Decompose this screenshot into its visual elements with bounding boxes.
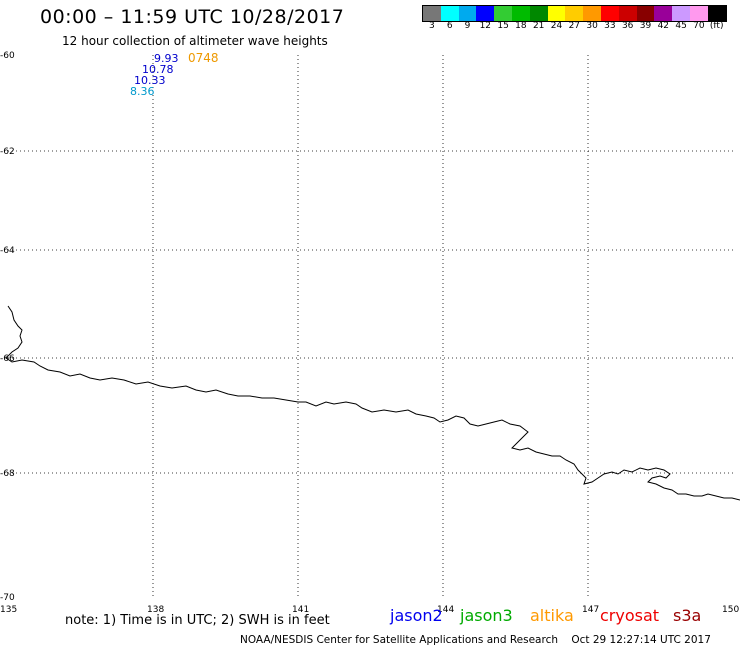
satellite-legend-s3a: s3a	[673, 606, 702, 625]
legend-swatch	[494, 6, 512, 21]
latitude-tick-label: -68	[0, 469, 15, 479]
legend-swatch	[458, 6, 477, 21]
wave-height-value: 8.36	[130, 85, 155, 98]
legend-swatch	[529, 6, 548, 21]
legend-swatch	[636, 6, 655, 21]
legend-swatch	[672, 6, 690, 21]
satellite-legend-cryosat: cryosat	[600, 606, 660, 625]
wave-height-value: 10.33	[134, 74, 166, 87]
legend-label: 36	[621, 21, 634, 31]
legend-swatch	[618, 6, 637, 21]
satellite-legend-jason2: jason2	[390, 606, 443, 625]
legend-label: 70	[693, 21, 705, 31]
longitude-tick-label: 141	[292, 605, 309, 615]
legend-label: 3	[429, 21, 435, 31]
latitude-tick-label: -62	[0, 147, 15, 157]
longitude-tick-label: 138	[147, 605, 164, 615]
longitude-tick-label: 150	[722, 605, 739, 615]
legend-label: 39	[639, 21, 652, 31]
latitude-tick-label: -70	[0, 593, 15, 603]
legend-label: 15	[497, 21, 509, 31]
color-scale-labels: 3 6 9 12 15 18 21 24 27 30 33 36 39 42 45 70 (ft)	[422, 21, 732, 35]
legend-label: 27	[568, 21, 581, 31]
legend-swatch	[654, 6, 673, 21]
legend-swatch	[565, 6, 584, 21]
color-scale-legend	[422, 5, 727, 22]
antarctic-coastline	[5, 305, 740, 501]
credit-line: NOAA/NESDIS Center for Satellite Applica…	[240, 634, 711, 646]
legend-label: (ft)	[709, 21, 724, 31]
legend-label: 6	[446, 21, 453, 31]
satellite-legend-jason3: jason3	[460, 606, 513, 625]
legend-swatch	[476, 6, 495, 21]
latitude-tick-label: -60	[0, 51, 15, 61]
legend-label: 45	[675, 21, 687, 31]
legend-swatch	[583, 6, 601, 21]
longitude-tick-label: 135	[0, 605, 17, 615]
legend-label: 42	[657, 21, 670, 31]
page-subtitle: 12 hour collection of altimeter wave hei…	[62, 34, 328, 48]
latitude-tick-label: -64	[0, 246, 15, 256]
legend-label: 12	[479, 21, 492, 31]
legend-swatch	[600, 6, 619, 21]
page-title: 00:00 – 11:59 UTC 10/28/2017	[40, 6, 345, 28]
observation-time-label: 0748	[188, 51, 219, 65]
legend-label: 33	[604, 21, 616, 31]
legend-label: 24	[550, 21, 563, 31]
legend-swatch	[440, 6, 459, 21]
longitude-tick-label: 144	[437, 605, 454, 615]
legend-swatch	[707, 6, 726, 21]
legend-swatch	[689, 6, 708, 21]
footer-note: note: 1) Time is in UTC; 2) SWH is in fe…	[65, 613, 330, 628]
longitude-tick-label: 147	[582, 605, 599, 615]
legend-label: 30	[586, 21, 598, 31]
wave-height-value: 9.93	[154, 52, 179, 65]
legend-swatch	[547, 6, 566, 21]
legend-swatch	[511, 6, 530, 21]
wave-height-value: 10.78	[142, 63, 174, 76]
satellite-legend-altika: altika	[530, 606, 574, 625]
legend-label: 18	[515, 21, 527, 31]
legend-label: 21	[532, 21, 545, 31]
legend-label: 9	[464, 21, 471, 31]
legend-swatch	[423, 6, 441, 21]
